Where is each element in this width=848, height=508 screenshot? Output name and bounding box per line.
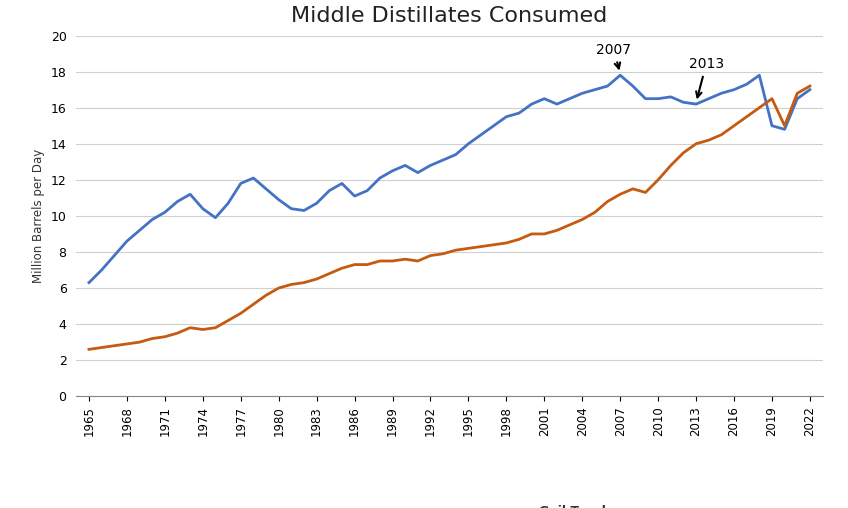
OECD	[565, 96, 575, 102]
Non-OECD	[779, 122, 789, 129]
Non-OECD	[248, 301, 259, 307]
OECD	[779, 126, 789, 133]
OECD	[261, 186, 271, 192]
OECD	[615, 72, 625, 78]
Y-axis label: Million Barrels per Day: Million Barrels per Day	[32, 149, 45, 283]
OECD	[704, 96, 714, 102]
Text: Gail Tverberg
OurFiniteWorld.com: Gail Tverberg OurFiniteWorld.com	[539, 505, 679, 508]
Non-OECD	[615, 191, 625, 197]
Line: Non-OECD: Non-OECD	[89, 86, 810, 350]
Text: 2007: 2007	[596, 43, 632, 69]
OECD	[84, 279, 94, 285]
OECD	[628, 83, 638, 89]
OECD	[805, 86, 815, 92]
Line: OECD: OECD	[89, 75, 810, 282]
Non-OECD	[691, 141, 701, 147]
Non-OECD	[261, 292, 271, 298]
Title: Middle Distillates Consumed: Middle Distillates Consumed	[292, 6, 607, 26]
OECD	[248, 175, 259, 181]
Non-OECD	[84, 346, 94, 353]
Text: 2013: 2013	[689, 57, 723, 98]
Non-OECD	[565, 222, 575, 228]
Non-OECD	[805, 83, 815, 89]
